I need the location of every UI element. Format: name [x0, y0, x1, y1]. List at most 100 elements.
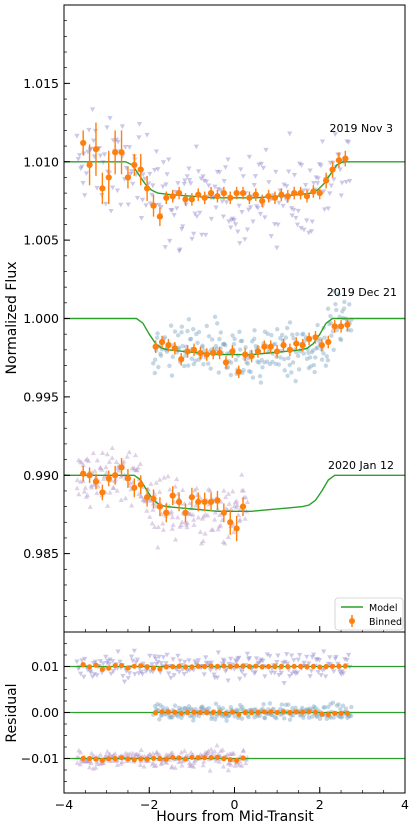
- raw-data-point: [307, 355, 313, 360]
- raw-data-point: [198, 176, 204, 182]
- residual-binned-point: [189, 664, 195, 670]
- raw-data-point: [169, 208, 175, 214]
- residual-raw-point: [107, 657, 113, 663]
- raw-data-point: [319, 139, 326, 145]
- residual-raw-point: [84, 758, 90, 763]
- raw-data-point: [166, 157, 172, 163]
- residual-raw-point: [121, 679, 128, 685]
- binned-point: [207, 498, 215, 505]
- raw-data-point: [169, 373, 175, 378]
- raw-data-point: [175, 181, 181, 186]
- residual-raw-point: [278, 706, 283, 712]
- binned-point: [210, 349, 217, 357]
- residual-raw-point: [150, 669, 156, 675]
- raw-data-point: [87, 504, 93, 509]
- residual-raw-point: [118, 760, 124, 766]
- residual-binned-point: [178, 710, 184, 716]
- raw-data-point: [74, 485, 80, 491]
- raw-data-point: [206, 361, 211, 366]
- residual-raw-point: [103, 654, 109, 660]
- residual-raw-point: [169, 764, 175, 769]
- residual-raw-point: [293, 671, 299, 677]
- residual-raw-point: [349, 704, 354, 710]
- residual-binned-point: [165, 709, 172, 715]
- raw-data-point: [265, 359, 270, 364]
- residual-binned-point: [80, 755, 86, 761]
- raw-data-point: [239, 338, 245, 344]
- raw-data-point: [235, 229, 241, 235]
- residual-binned-point: [144, 664, 150, 670]
- raw-data-point: [168, 509, 175, 514]
- binned-point: [344, 321, 351, 328]
- residual-raw-point: [188, 706, 194, 711]
- residual-raw-point: [104, 660, 110, 666]
- raw-data-point: [223, 494, 229, 500]
- raw-data-point: [100, 160, 106, 166]
- residual-raw-point: [208, 660, 215, 666]
- raw-data-point: [329, 333, 334, 338]
- raw-data-point: [319, 357, 325, 362]
- raw-data-point: [234, 498, 240, 504]
- residual-raw-point: [319, 668, 326, 673]
- residual-binned-point: [170, 664, 176, 670]
- residual-binned-point: [118, 755, 125, 761]
- residual-raw-point: [327, 655, 333, 660]
- residual-raw-point: [130, 658, 136, 664]
- residual-binned-point: [236, 711, 242, 717]
- residual-binned-point: [106, 756, 112, 762]
- raw-data-point: [172, 329, 178, 334]
- residual-raw-point: [105, 658, 111, 664]
- raw-data-point: [105, 503, 111, 508]
- residual-binned-point: [202, 755, 208, 761]
- raw-data-point: [76, 153, 83, 158]
- raw-data-point: [327, 191, 333, 197]
- raw-data-point: [150, 183, 156, 189]
- x-tick-label: −4: [55, 797, 73, 812]
- residual-raw-point: [182, 705, 187, 711]
- raw-data-point: [81, 488, 87, 494]
- residual-raw-point: [256, 660, 262, 666]
- residual-raw-point: [168, 715, 174, 720]
- raw-data-point: [334, 307, 339, 313]
- y-axis-label-flux: Normalized Flux: [4, 262, 20, 375]
- residual-binned-point: [189, 754, 195, 760]
- residual-raw-point: [181, 672, 187, 677]
- raw-data-point: [258, 161, 264, 167]
- binned-point: [156, 213, 164, 220]
- residual-raw-point: [152, 703, 158, 709]
- raw-data-point: [90, 138, 97, 144]
- binned-point: [112, 149, 119, 156]
- residual-raw-point: [157, 670, 163, 676]
- residual-raw-point: [176, 759, 182, 765]
- raw-data-point: [311, 362, 317, 368]
- raw-data-point: [104, 125, 110, 131]
- raw-data-point: [223, 343, 228, 348]
- raw-data-point: [197, 210, 203, 216]
- residual-raw-point: [141, 763, 147, 769]
- raw-data-point: [129, 502, 135, 508]
- raw-data-point: [205, 512, 211, 518]
- residual-binned-points: [80, 661, 351, 763]
- raw-data-point: [191, 361, 197, 367]
- raw-data-point: [74, 477, 81, 483]
- raw-data-point: [200, 343, 205, 348]
- residual-binned-point: [317, 664, 323, 670]
- raw-data-point: [85, 458, 92, 464]
- raw-data-point: [176, 248, 182, 254]
- residual-raw-point: [172, 765, 178, 770]
- raw-data-point: [79, 164, 85, 170]
- residual-binned-point: [338, 710, 344, 716]
- raw-data-point: [338, 336, 343, 342]
- residual-raw-point: [200, 762, 206, 768]
- raw-data-point: [228, 360, 234, 365]
- raw-data-point: [114, 465, 120, 471]
- legend-binned-label: Binned: [369, 617, 402, 628]
- raw-data-point: [341, 306, 347, 311]
- residual-raw-point: [294, 670, 301, 676]
- residual-raw-point: [211, 672, 217, 678]
- raw-data-point: [171, 213, 177, 218]
- residual-raw-point: [132, 672, 138, 677]
- y-axis-label-residual: Residual: [4, 683, 20, 742]
- binned-point: [274, 348, 281, 355]
- residual-raw-point: [163, 752, 169, 757]
